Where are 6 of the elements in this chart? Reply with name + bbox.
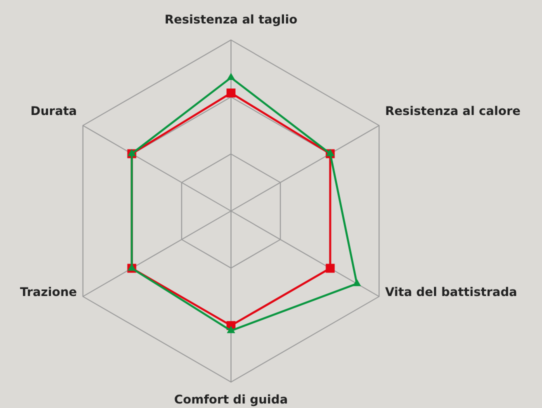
spoke-label: Resistenza al taglio: [164, 12, 298, 26]
spoke-label: Comfort di guida: [174, 392, 288, 406]
spoke-label: Resistenza al calore: [385, 104, 521, 118]
spoke-label: Vita del battistrada: [385, 284, 518, 299]
spoke-label: Trazione: [20, 284, 77, 299]
spoke-label: Durata: [30, 104, 77, 118]
